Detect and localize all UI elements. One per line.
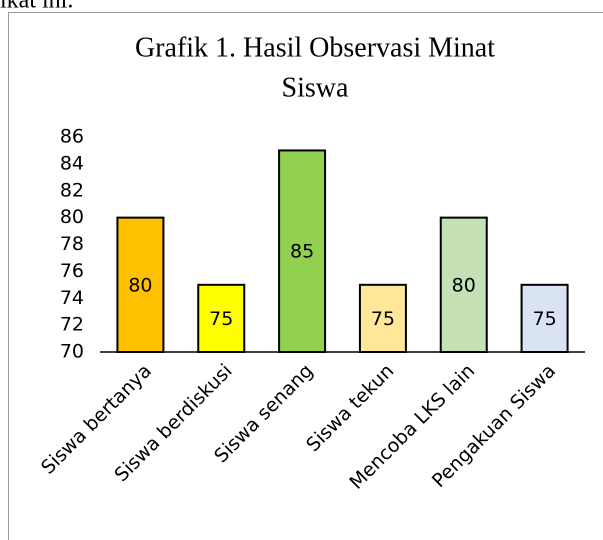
data-label: 75 — [209, 308, 233, 330]
chart-title: Siswa — [282, 72, 349, 103]
data-label: 75 — [532, 308, 556, 330]
bar — [116, 216, 165, 353]
bar — [197, 283, 246, 353]
intro-text: ikat ini. — [0, 0, 73, 14]
data-label: 85 — [290, 241, 314, 263]
bar — [358, 283, 407, 353]
y-tick-label: 82 — [60, 179, 84, 201]
y-tick-label: 80 — [60, 206, 84, 228]
data-label: 80 — [128, 274, 152, 296]
chart-title: Grafik 1. Hasil Observasi Minat — [135, 32, 495, 63]
y-tick-label: 86 — [60, 126, 84, 148]
bar — [439, 216, 488, 353]
data-label: 75 — [371, 308, 395, 330]
chart-frame — [8, 12, 603, 540]
y-tick-label: 84 — [60, 152, 84, 174]
bar — [520, 283, 569, 353]
y-tick-label: 72 — [60, 314, 84, 336]
y-tick-label: 74 — [60, 287, 84, 309]
data-label: 80 — [452, 274, 476, 296]
y-tick-label: 70 — [60, 341, 84, 363]
bar — [278, 149, 327, 353]
y-tick-label: 76 — [60, 260, 84, 282]
y-tick-label: 78 — [60, 233, 84, 255]
